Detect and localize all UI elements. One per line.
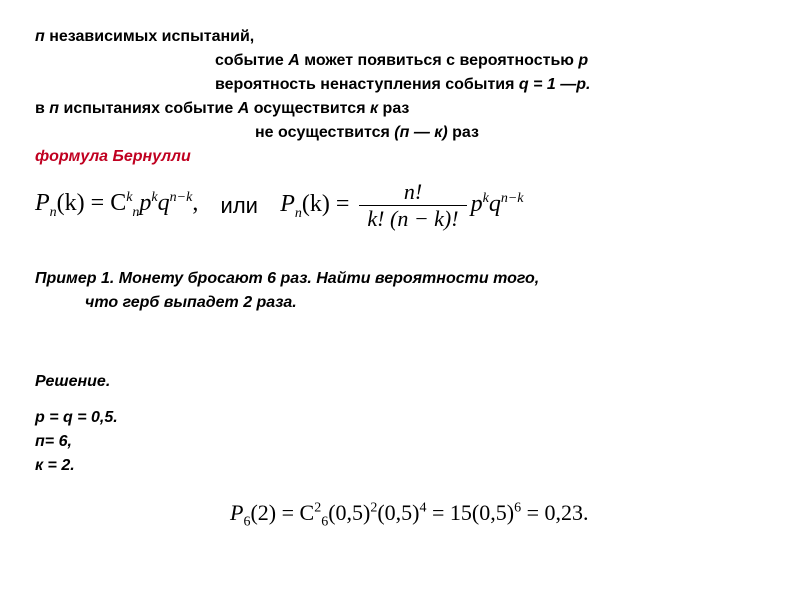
nk-expr: (п — к) — [394, 124, 452, 141]
half: (0,5) — [377, 500, 419, 525]
eq-part: (k) = C — [57, 190, 127, 216]
p-sym: P — [35, 190, 50, 216]
text: вероятность ненаступления события — [215, 76, 519, 93]
or-text: или — [208, 193, 270, 219]
param-k: к = 2. — [35, 454, 765, 478]
text: раз — [452, 124, 479, 141]
sup-4: 4 — [420, 500, 427, 515]
k-var: к — [370, 100, 383, 117]
intro-line-4: в п испытаниях событие А осуществится к … — [35, 97, 765, 121]
bernoulli-label: формула Бернулли — [35, 145, 765, 169]
comma: , — [192, 190, 198, 216]
p: p — [139, 190, 151, 216]
p: p — [471, 191, 483, 217]
intro-line-5: не осуществится (п — к) раз — [35, 121, 765, 145]
solution-formula: P6(2) = C26(0,5)2(0,5)4 = 15(0,5)6 = 0,2… — [230, 500, 588, 530]
eq-15: = 15(0,5) — [427, 500, 515, 525]
p-var: р — [578, 52, 588, 69]
text: осуществится — [254, 100, 370, 117]
eq-c: (2) = C — [250, 500, 314, 525]
a-var: А — [238, 100, 254, 117]
sub-n: n — [295, 206, 302, 221]
param-p: p = q = 0,5. — [35, 406, 765, 430]
n-var: п — [49, 100, 63, 117]
intro-line-1: п независимых испытаний, — [35, 25, 765, 49]
a-var: А — [288, 52, 304, 69]
sup-nk: n−k — [501, 191, 524, 206]
example-label: Пример 1. — [35, 270, 119, 287]
q-equation: q = 1 —р. — [519, 76, 591, 93]
text: независимых испытаний, — [49, 28, 254, 45]
intro-line-2: событие А может появиться с вероятностью… — [35, 49, 765, 73]
denominator: k! (n − k)! — [359, 206, 466, 232]
sup-6: 6 — [514, 500, 521, 515]
fraction: n!k! (n − k)! — [359, 179, 466, 232]
sub-n: n — [50, 205, 57, 220]
intro-block: п независимых испытаний, событие А может… — [35, 25, 765, 169]
text: не осуществится — [255, 124, 394, 141]
p-sym: P — [280, 191, 295, 217]
solution-block: Решение. p = q = 0,5. п= 6, к = 2. — [35, 370, 765, 478]
text: в — [35, 100, 49, 117]
formula-right: Pn(k) = n!k! (n − k)!pkqn−k — [280, 179, 523, 232]
numerator: n! — [359, 179, 466, 206]
sup-k: k — [126, 190, 132, 205]
eq: (k) = — [302, 191, 356, 217]
ili: или — [221, 193, 258, 218]
p-sym: P — [230, 500, 243, 525]
q: q — [158, 190, 170, 216]
param-n: п= 6, — [35, 430, 765, 454]
formula-left: Pn(k) = Cknpkqn−k, — [35, 190, 198, 221]
example-text: Монету бросают 6 раз. Найти вероятности … — [119, 270, 539, 287]
sup-nk: n−k — [170, 190, 193, 205]
text: испытаниях событие — [64, 100, 238, 117]
half: (0,5) — [328, 500, 370, 525]
intro-line-3: вероятность ненаступления события q = 1 … — [35, 73, 765, 97]
example-block: Пример 1. Монету бросают 6 раз. Найти ве… — [35, 267, 765, 315]
text: может появиться с вероятностью — [304, 52, 578, 69]
bernoulli-formula: Pn(k) = Cknpkqn−k, или Pn(k) = n!k! (n −… — [35, 179, 765, 232]
n-var: п — [35, 28, 49, 45]
result: = 0,23. — [521, 500, 588, 525]
solution-title: Решение. — [35, 370, 765, 394]
q: q — [489, 191, 501, 217]
example-line-2: что герб выпадет 2 раза. — [35, 291, 765, 315]
example-line-1: Пример 1. Монету бросают 6 раз. Найти ве… — [35, 267, 765, 291]
text: событие — [215, 52, 288, 69]
text: раз — [383, 100, 410, 117]
params: p = q = 0,5. п= 6, к = 2. — [35, 406, 765, 478]
